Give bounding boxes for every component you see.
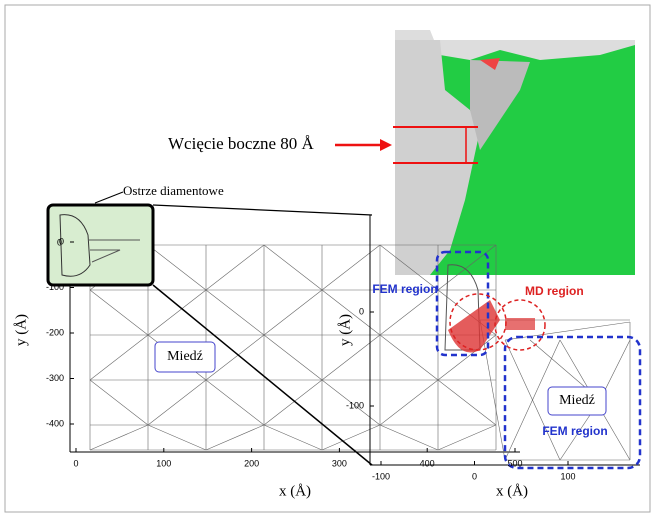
y-axis-label: y (Å) (337, 314, 353, 346)
x-tick-label: -100 (372, 471, 390, 481)
x-tick-label: 500 (507, 458, 522, 468)
x-tick-label: 0 (472, 471, 477, 481)
indentation-image (395, 30, 635, 275)
y-tick-label: -400 (46, 418, 64, 428)
x-tick-label: 0 (73, 458, 78, 468)
y-tick-label: 0 (359, 306, 364, 316)
x-tick-label: 300 (332, 458, 347, 468)
indentation-label: Wcięcie boczne 80 Å (168, 134, 315, 153)
material-label: Miedź (167, 349, 203, 364)
fem-label: FEM region (372, 282, 437, 296)
material-label: Miedź (559, 393, 595, 408)
x-axis-label: x (Å) (279, 483, 311, 499)
y-tick-label: -100 (46, 282, 64, 292)
figure: Wcięcie boczne 80 Å 0 Ostrze diamentowe … (0, 0, 656, 517)
y-tick-label: -300 (46, 373, 64, 383)
fem-label: FEM region (542, 424, 607, 438)
x-axis-label: x (Å) (496, 483, 528, 499)
inset-label: Ostrze diamentowe (123, 183, 224, 198)
y-tick-label: -100 (346, 400, 364, 410)
x-tick-label: 200 (244, 458, 259, 468)
x-tick-label: 400 (420, 458, 435, 468)
y-axis-label: y (Å) (13, 314, 29, 346)
x-tick-label: 100 (156, 458, 171, 468)
md-label: MD region (525, 284, 584, 298)
y-tick-label: -200 (46, 327, 64, 337)
x-tick-label: 100 (560, 471, 575, 481)
y-tick-label: 0 (59, 236, 64, 246)
